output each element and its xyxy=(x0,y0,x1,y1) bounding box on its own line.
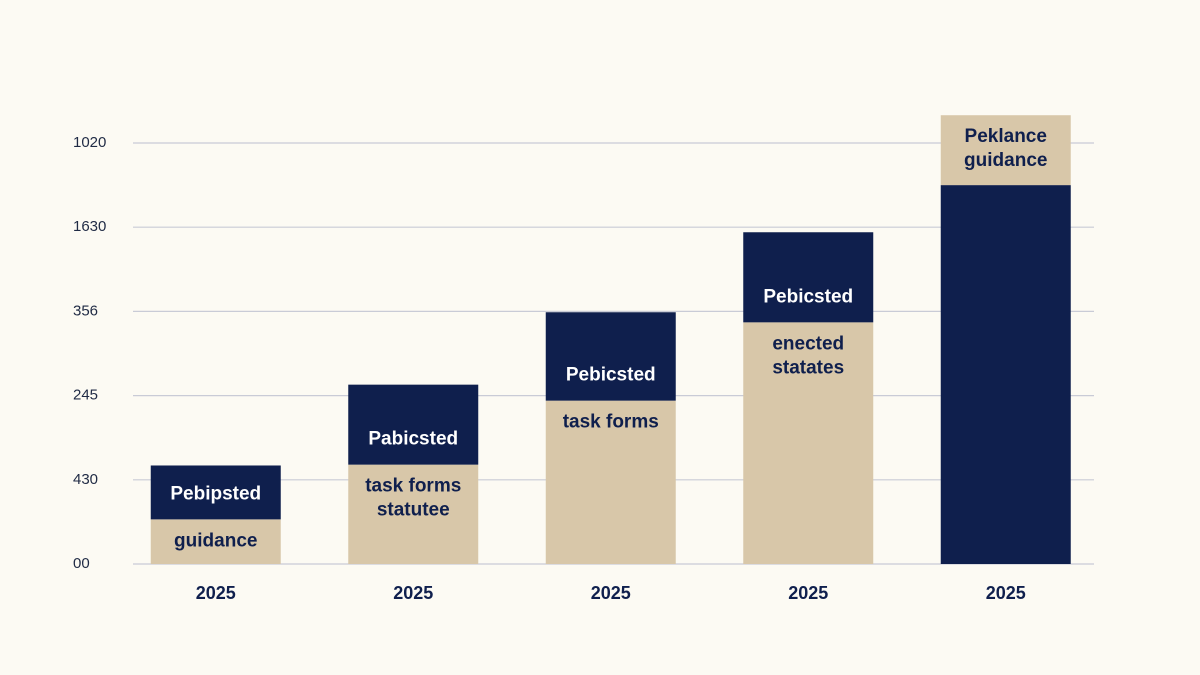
bar-segment xyxy=(150,519,281,564)
segment-label: guidance xyxy=(174,530,257,551)
segment-label: Peklance xyxy=(965,126,1047,147)
x-tick-label: 2025 xyxy=(393,583,433,603)
segment-label: Pebicsted xyxy=(566,365,656,386)
segment-label: Pebicsted xyxy=(763,286,853,307)
bar-segment xyxy=(348,464,479,564)
bar-segment xyxy=(743,232,874,323)
bar-segment xyxy=(348,384,479,465)
bar-segment xyxy=(545,312,676,401)
segment-label: guidance xyxy=(964,150,1047,171)
bar-segment xyxy=(940,185,1071,564)
y-tick-label: 00 xyxy=(73,555,90,572)
y-tick-label: 1020 xyxy=(73,134,106,151)
y-tick-label: 1630 xyxy=(73,218,106,235)
segment-label: Pebipsted xyxy=(170,483,261,504)
segment-label: task forms xyxy=(365,476,461,497)
y-tick-label: 356 xyxy=(73,302,98,319)
x-tick-label: 2025 xyxy=(788,583,828,603)
y-tick-label: 430 xyxy=(73,471,98,488)
x-tick-label: 2025 xyxy=(986,583,1026,603)
y-tick-label: 245 xyxy=(73,387,98,404)
bar-segment xyxy=(743,322,874,564)
segment-label: enected xyxy=(772,333,844,354)
bar-segment xyxy=(940,115,1071,186)
segment-label: Pabicsted xyxy=(368,429,458,450)
x-tick-label: 2025 xyxy=(591,583,631,603)
segment-label: task forms xyxy=(563,412,659,433)
x-tick-label: 2025 xyxy=(196,583,236,603)
segment-label: statates xyxy=(772,357,844,378)
segment-label: statutee xyxy=(377,500,450,521)
bar-segment xyxy=(545,400,676,564)
bar-segment xyxy=(150,465,281,520)
